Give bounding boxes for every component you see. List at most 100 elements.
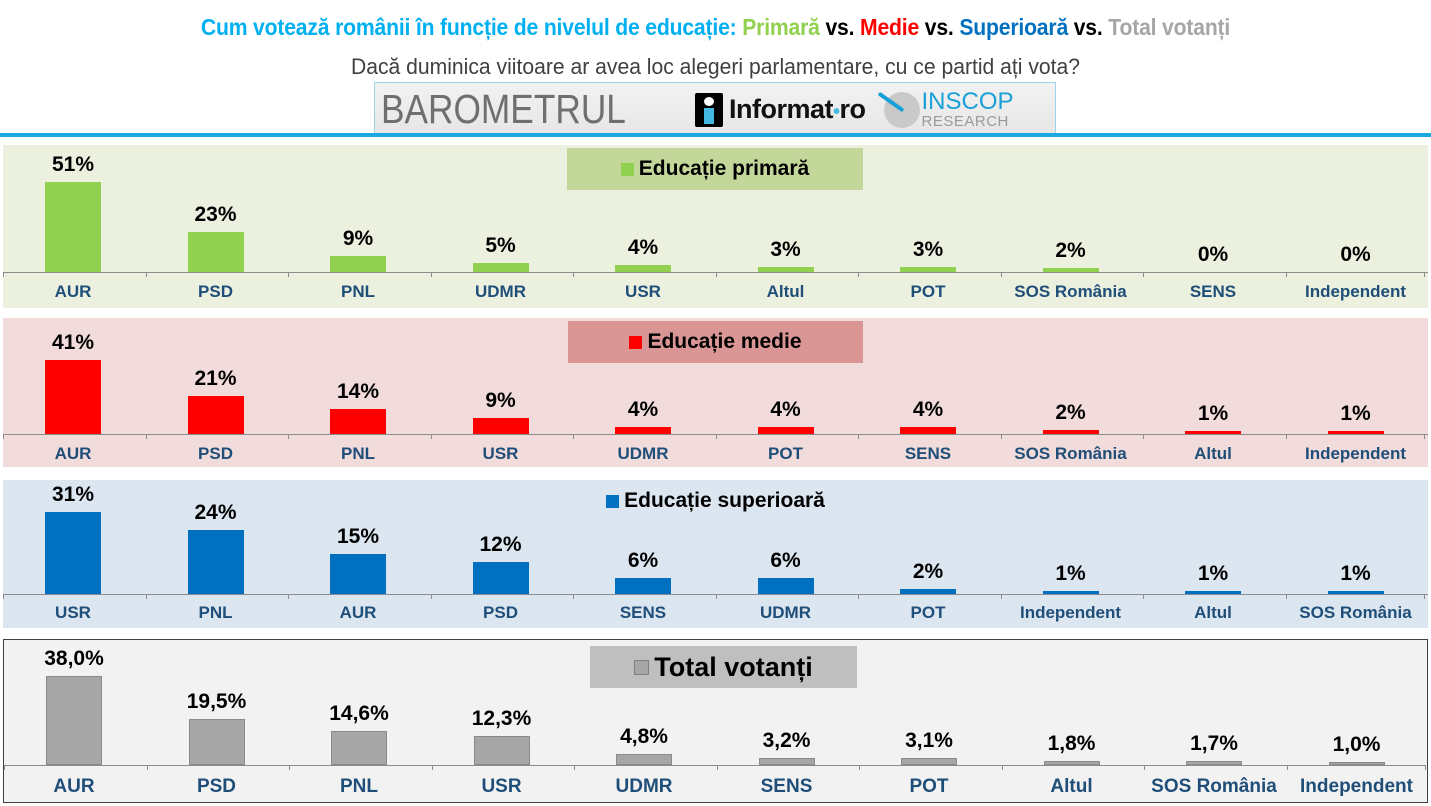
category-label: AUR <box>54 282 92 301</box>
bar-udmr <box>472 263 529 272</box>
bar-altul <box>1185 431 1241 434</box>
category-label: SOS România <box>1014 282 1127 301</box>
data-label: 4% <box>770 397 801 421</box>
data-label: 9% <box>485 388 516 412</box>
data-label: 51% <box>51 153 95 177</box>
axis-tick <box>146 765 148 770</box>
bar-usr <box>473 736 530 765</box>
bar-independent <box>1328 762 1385 765</box>
axis-tick <box>1000 594 1002 599</box>
category-label: SENS <box>619 603 667 622</box>
axis-tick <box>1143 434 1144 439</box>
data-label: 31% <box>51 482 95 506</box>
bar-sens <box>758 757 815 765</box>
axis-tick <box>1001 765 1003 770</box>
axis-tick <box>3 272 4 277</box>
category-label: AUR <box>53 776 95 797</box>
category-label: POT <box>768 444 803 463</box>
data-label: 3,2% <box>762 728 811 752</box>
category-label: USR <box>481 776 522 797</box>
data-label: 3% <box>770 237 801 261</box>
category-label: Independent <box>1300 776 1413 797</box>
bar-aur <box>330 554 386 594</box>
data-label: 1% <box>1055 562 1086 585</box>
bar-udmr <box>616 753 672 765</box>
axis-tick <box>715 272 717 277</box>
category-label: Altul <box>1194 603 1232 622</box>
legend-label: Educație primară <box>638 157 810 180</box>
bar-altul <box>1185 591 1241 594</box>
axis-tick <box>715 434 717 439</box>
bar-pnl <box>331 730 387 765</box>
bar-udmr <box>757 578 814 594</box>
data-label: 1,0% <box>1332 733 1381 756</box>
axis-tick <box>1424 594 1425 599</box>
axis-tick <box>430 594 432 599</box>
axis-tick <box>573 594 574 599</box>
data-label: 41% <box>51 331 95 355</box>
bar-pot <box>900 588 956 594</box>
data-label: 23% <box>194 202 237 226</box>
data-label: 1% <box>1340 402 1371 425</box>
data-label: 1,7% <box>1190 732 1238 756</box>
bar-aur <box>45 182 101 272</box>
category-label: SOS România <box>1151 776 1277 797</box>
legend-medie: Educație medie <box>568 321 863 363</box>
legend-swatch-icon <box>629 335 643 349</box>
data-label: 1% <box>1340 562 1371 585</box>
chart-panel-superioara: Educație superioară 31% USR 24% PNL 15% AUR 12%… <box>3 480 1428 628</box>
title-primara: Primară <box>742 14 820 40</box>
category-label: USR <box>55 603 91 622</box>
axis-tick <box>430 272 432 277</box>
bar-psd <box>187 231 244 272</box>
legend-label: Educație medie <box>647 330 802 353</box>
bar-aur <box>45 360 101 434</box>
data-label: 14% <box>336 379 380 403</box>
category-label: USR <box>482 444 519 463</box>
axis-tick <box>288 434 289 439</box>
data-label: 6% <box>627 549 659 573</box>
bar-aur <box>46 676 102 765</box>
category-label: UDMR <box>617 444 669 463</box>
title-prefix: Cum votează românii în funcție de nivelu… <box>200 14 743 40</box>
category-label: PSD <box>196 776 237 797</box>
inscop-name: INSCOP <box>921 88 1014 115</box>
data-label: 14,6% <box>329 701 389 725</box>
informat-i-icon <box>695 92 723 127</box>
legend-swatch-icon <box>634 659 650 675</box>
bar-pnl <box>330 256 386 272</box>
bar-sos-românia <box>1042 268 1099 272</box>
category-label: Altul <box>1050 776 1093 797</box>
data-label: 24% <box>194 501 237 525</box>
title-superioara: Superioară <box>959 14 1069 40</box>
inscop-logo: INSCOP RESEARCH <box>877 88 1014 129</box>
legend-superioara: Educație superioară <box>568 480 863 522</box>
category-label: UDMR <box>475 282 526 301</box>
bar-psd <box>472 562 529 594</box>
bar-sens <box>615 578 671 594</box>
chart-panel-total: Total votanți 38,0% AUR 19,5% PSD 14,6% PNL 12,… <box>3 639 1428 803</box>
bar-pot <box>900 266 956 272</box>
chart-panel-medie: Educație medie 41% AUR 21% PSD 14% PNL 9% USR 4% U… <box>3 318 1428 467</box>
data-label: 3,1% <box>905 728 953 752</box>
title-vs: vs. <box>1068 14 1109 40</box>
bar-pot <box>757 426 814 434</box>
category-label: PSD <box>198 282 233 301</box>
category-label: Independent <box>1304 444 1407 463</box>
axis-tick <box>715 594 717 599</box>
category-label: PSD <box>483 603 518 622</box>
bar-psd <box>187 396 244 434</box>
data-label: 9% <box>342 227 374 251</box>
category-label: PNL <box>341 282 375 301</box>
bar-sens <box>900 426 956 434</box>
category-label: AUR <box>339 603 377 622</box>
category-label: Independent <box>1019 603 1122 622</box>
axis-tick <box>1144 765 1145 770</box>
data-label: 1,8% <box>1047 731 1096 755</box>
bar-sos-românia <box>1327 591 1384 594</box>
data-label: 1% <box>1197 562 1229 585</box>
barometru-logo: BAROMETRUL <box>381 86 626 132</box>
axis-tick <box>1424 272 1425 277</box>
bar-altul <box>757 266 814 272</box>
data-label: 6% <box>770 549 801 573</box>
